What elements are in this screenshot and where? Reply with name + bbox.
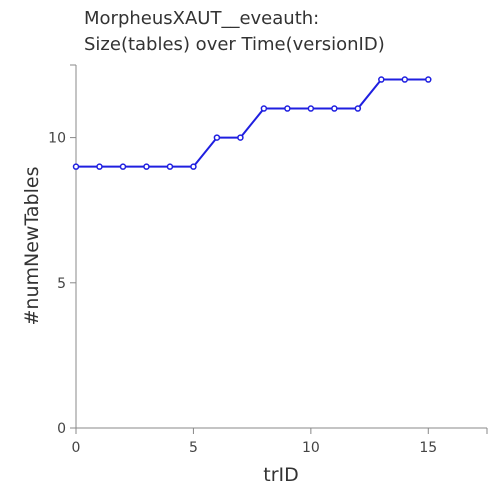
data-point: [144, 164, 149, 169]
y-tick-label: 10: [48, 131, 66, 147]
x-tick-label: 5: [189, 440, 198, 456]
y-tick-label: 5: [57, 276, 66, 292]
x-axis-label: trID: [263, 464, 299, 486]
data-point: [402, 77, 407, 82]
chart-title-line-2: Size(tables) over Time(versionID): [84, 34, 385, 55]
x-tick-label: 10: [302, 440, 320, 456]
data-point: [426, 77, 431, 82]
series-layer: [74, 77, 431, 169]
data-point: [355, 106, 360, 111]
data-point: [74, 164, 79, 169]
data-point: [308, 106, 313, 111]
y-axis-label: #numNewTables: [21, 167, 43, 326]
data-point: [191, 164, 196, 169]
x-ticks: 0 5 10 15: [72, 428, 487, 456]
data-point: [97, 164, 102, 169]
x-tick-label: 0: [72, 440, 81, 456]
data-point: [120, 164, 125, 169]
data-point: [285, 106, 290, 111]
data-point: [167, 164, 172, 169]
y-ticks: 0 5 10: [48, 65, 76, 437]
data-point: [238, 135, 243, 140]
series-line: [76, 80, 428, 167]
data-point: [261, 106, 266, 111]
data-point: [379, 77, 384, 82]
data-point: [214, 135, 219, 140]
data-point: [332, 106, 337, 111]
y-tick-label: 0: [57, 421, 66, 437]
x-tick-label: 15: [419, 440, 437, 456]
chart-title-line-1: MorpheusXAUT__eveauth:: [84, 8, 319, 29]
